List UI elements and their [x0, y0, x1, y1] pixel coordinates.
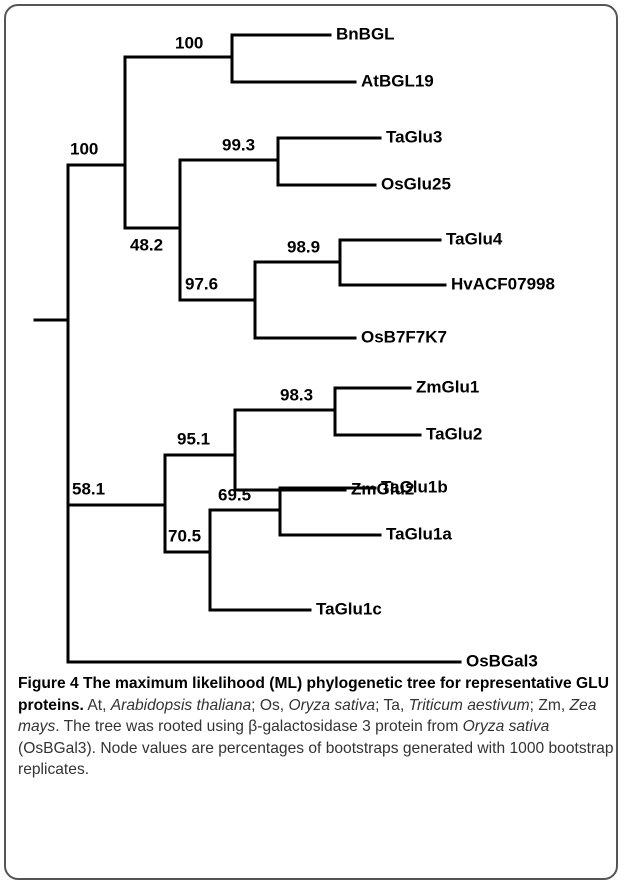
- leaf-label: TaGlu1c: [316, 599, 382, 618]
- node-value: 48.2: [130, 235, 163, 254]
- leaf-label: TaGlu4: [446, 229, 503, 248]
- caption-text: At,: [83, 696, 111, 714]
- node-value: 100: [175, 33, 203, 52]
- leaf-label: OsBGal3: [466, 651, 538, 670]
- leaf-label: AtBGL19: [361, 71, 434, 90]
- node-value: 97.6: [185, 274, 218, 293]
- caption-title: The maximum likelihood (ML) phylogenetic…: [18, 675, 609, 714]
- caption-text: (OsBGal3). Node values are percentages o…: [18, 739, 614, 779]
- caption-text: Oryza sativa: [288, 696, 376, 714]
- caption-text: Zea mays: [18, 696, 597, 736]
- caption-text: . The tree was rooted using β-galactosid…: [55, 718, 463, 735]
- caption-text: Arabidopsis thaliana: [110, 696, 252, 714]
- node-value: 100: [70, 139, 98, 158]
- leaf-label: HvACF07998: [451, 274, 555, 293]
- node-value: 98.3: [280, 385, 313, 404]
- leaf-label: ZmGlu2: [351, 479, 414, 498]
- branch: [33, 33, 462, 664]
- caption-label: Figure 4: [18, 675, 79, 692]
- node-value: 98.9: [287, 237, 320, 256]
- node-value: 70.5: [168, 526, 201, 545]
- leaf-label: OsGlu25: [381, 174, 451, 193]
- leaf-label: TaGlu3: [386, 127, 442, 146]
- caption-text: Triticum aestivum: [408, 696, 530, 714]
- leaf-label: TaGlu1b: [381, 477, 448, 496]
- caption-text: ; Zm,: [529, 696, 570, 714]
- node-value: 99.3: [222, 135, 255, 154]
- node-value: 58.1: [72, 479, 105, 498]
- leaf-label: TaGlu2: [426, 424, 482, 443]
- caption-text: ; Os,: [251, 696, 289, 714]
- branches: [33, 33, 462, 664]
- leaf-label: BnBGL: [336, 24, 395, 43]
- caption-text: Oryza sativa: [462, 718, 550, 735]
- node-value: 69.5: [218, 485, 251, 504]
- leaf-label: TaGlu1a: [386, 524, 452, 543]
- node-value: 95.1: [177, 429, 210, 448]
- figure-caption: Figure 4 The maximum likelihood (ML) phy…: [18, 673, 614, 781]
- phylogenetic-tree: BnBGL AtBGL19 TaGlu3 OsGlu25 TaGlu4 HvAC…: [33, 24, 555, 670]
- figure-frame: [4, 4, 618, 880]
- leaf-label: ZmGlu1: [416, 377, 479, 396]
- leaf-label: OsB7F7K7: [361, 327, 447, 346]
- caption-text: ; Ta,: [375, 696, 409, 714]
